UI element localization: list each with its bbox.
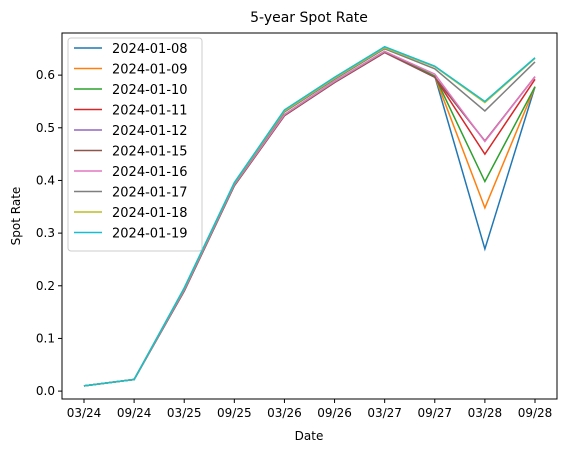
- legend-label: 2024-01-16: [112, 165, 188, 180]
- y-axis-title: Spot Rate: [9, 187, 23, 246]
- x-tick-label: 09/24: [117, 406, 152, 420]
- legend: 2024-01-08 2024-01-09 2024-01-10 2024-01-11…: [67, 37, 203, 252]
- legend-label: 2024-01-18: [112, 206, 188, 221]
- x-tick-label: 03/25: [167, 406, 202, 420]
- x-axis: 03/24 09/24 03/25 09/25 03/26 09/26 03/27 09/27…: [67, 399, 553, 420]
- legend-label: 2024-01-19: [112, 227, 188, 242]
- x-tick-label: 09/28: [518, 406, 553, 420]
- y-tick-label: 0.0: [36, 384, 55, 398]
- legend-label: 2024-01-08: [112, 42, 188, 57]
- legend-label: 2024-01-15: [112, 145, 188, 160]
- x-tick-label: 09/27: [417, 406, 452, 420]
- y-tick-label: 0.1: [36, 331, 55, 345]
- x-tick-label: 03/24: [67, 406, 102, 420]
- legend-label: 2024-01-11: [112, 104, 188, 119]
- x-tick-label: 03/26: [267, 406, 302, 420]
- series-layer: [83, 45, 536, 387]
- y-tick-label: 0.5: [36, 121, 55, 135]
- x-tick-label: 03/27: [367, 406, 402, 420]
- x-tick-label: 09/26: [317, 406, 352, 420]
- legend-label: 2024-01-12: [112, 124, 188, 139]
- series-line-2024-01-19: [83, 45, 536, 387]
- legend-label: 2024-01-10: [112, 83, 188, 98]
- x-tick-label: 03/28: [468, 406, 503, 420]
- legend-label: 2024-01-17: [112, 186, 188, 201]
- legend-box: [67, 37, 203, 252]
- y-tick-label: 0.2: [36, 279, 55, 293]
- legend-label: 2024-01-09: [112, 63, 188, 78]
- x-axis-title: Date: [295, 429, 324, 443]
- y-tick-label: 0.6: [36, 68, 55, 82]
- plot-frame: [61, 32, 558, 400]
- y-axis: 0.0 0.1 0.2 0.3 0.4 0.5 0.6: [36, 68, 62, 398]
- y-tick-label: 0.4: [36, 173, 55, 187]
- x-tick-label: 09/25: [217, 406, 252, 420]
- y-tick-label: 0.3: [36, 226, 55, 240]
- chart-title: 5-year Spot Rate: [250, 10, 368, 26]
